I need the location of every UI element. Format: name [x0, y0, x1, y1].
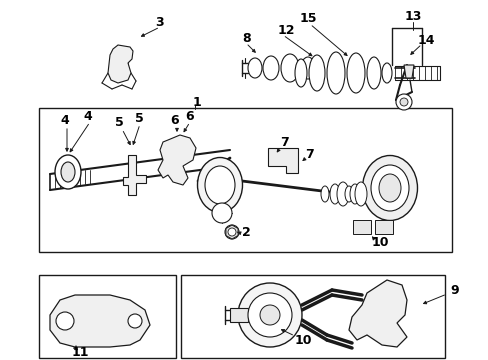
Circle shape [224, 225, 239, 239]
Ellipse shape [301, 57, 314, 79]
Text: 10: 10 [371, 237, 389, 249]
Ellipse shape [362, 156, 417, 220]
Circle shape [56, 312, 74, 330]
Ellipse shape [320, 186, 328, 202]
Ellipse shape [336, 182, 348, 206]
Text: 10: 10 [294, 333, 312, 346]
Polygon shape [123, 155, 146, 195]
Circle shape [238, 283, 302, 347]
Polygon shape [50, 295, 150, 347]
Text: 15: 15 [299, 12, 317, 24]
Polygon shape [108, 45, 133, 83]
Text: 9: 9 [449, 284, 458, 297]
Ellipse shape [308, 55, 325, 91]
Ellipse shape [381, 63, 391, 83]
Text: 5: 5 [135, 112, 143, 126]
Circle shape [399, 98, 407, 106]
Text: 8: 8 [242, 31, 250, 45]
Bar [229, 308, 247, 322]
Bar [374, 220, 392, 234]
Text: 13: 13 [404, 10, 422, 23]
Ellipse shape [55, 155, 81, 189]
Circle shape [128, 314, 142, 328]
Text: 6: 6 [170, 113, 178, 126]
Polygon shape [348, 280, 406, 347]
Bar [39, 108, 451, 252]
Circle shape [247, 293, 291, 337]
Text: 4: 4 [60, 113, 69, 126]
Bar [181, 275, 444, 358]
Ellipse shape [370, 165, 408, 211]
Ellipse shape [346, 53, 364, 93]
Ellipse shape [197, 158, 242, 212]
Ellipse shape [378, 174, 400, 202]
Ellipse shape [204, 166, 235, 204]
Ellipse shape [247, 58, 262, 78]
Circle shape [395, 94, 411, 110]
Ellipse shape [366, 57, 380, 89]
Bar [352, 220, 370, 234]
Text: 14: 14 [417, 33, 435, 46]
Ellipse shape [349, 184, 359, 204]
Polygon shape [158, 135, 196, 185]
Text: 11: 11 [72, 346, 89, 359]
Text: 6: 6 [184, 111, 193, 123]
Text: 7: 7 [280, 136, 288, 149]
Text: 1: 1 [193, 96, 202, 109]
Text: 2: 2 [242, 226, 250, 239]
Ellipse shape [263, 56, 279, 80]
Ellipse shape [281, 54, 298, 82]
Text: 3: 3 [155, 17, 163, 30]
Text: 5: 5 [115, 117, 123, 130]
Circle shape [227, 228, 236, 236]
Ellipse shape [354, 182, 366, 206]
Text: 12: 12 [278, 23, 295, 36]
Ellipse shape [61, 162, 75, 182]
Ellipse shape [329, 184, 339, 204]
Circle shape [260, 305, 280, 325]
Ellipse shape [326, 52, 345, 94]
Ellipse shape [345, 186, 352, 202]
Circle shape [212, 203, 231, 223]
Text: 4: 4 [83, 111, 92, 123]
Bar [39, 275, 176, 358]
Text: 7: 7 [305, 148, 313, 162]
Polygon shape [403, 65, 413, 78]
Ellipse shape [294, 59, 306, 87]
Polygon shape [267, 148, 297, 173]
